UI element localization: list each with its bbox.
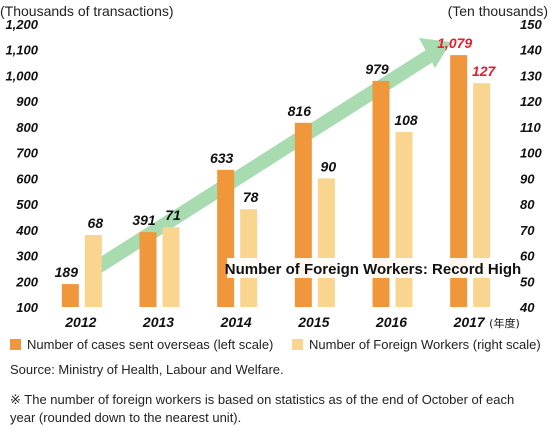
left-tick-label: 400 (15, 223, 38, 238)
data-label-workers: 78 (243, 189, 259, 205)
data-label-workers: 127 (472, 63, 497, 79)
bar-cases-sent-overseas (139, 232, 157, 307)
right-tick-label: 110 (520, 120, 541, 135)
category-label: 2014 (220, 314, 252, 330)
data-label-cases: 979 (365, 61, 389, 77)
bar-foreign-workers (473, 83, 491, 307)
legend-label-cases: Number of cases sent overseas (left scal… (27, 337, 274, 352)
right-tick-label: 40 (519, 300, 535, 315)
right-axis-unit: (Ten thousands) (448, 3, 548, 19)
left-tick-label: 200 (15, 274, 38, 289)
category-label: 2012 (64, 314, 96, 330)
legend-swatch-yellow (292, 339, 303, 350)
left-tick-label: 900 (16, 94, 38, 109)
data-label-workers: 71 (165, 207, 181, 223)
left-tick-label: 800 (16, 120, 38, 135)
left-tick-label: 100 (16, 300, 38, 315)
right-tick-label: 100 (520, 146, 542, 161)
annotation-backdrop (227, 258, 519, 278)
right-tick-label: 130 (520, 68, 542, 83)
data-label-cases: 633 (210, 150, 234, 166)
bar-cases-sent-overseas (217, 169, 235, 307)
right-tick-label: 140 (520, 43, 542, 58)
right-tick-label: 80 (520, 197, 535, 212)
record-high-annotation: Number of Foreign Workers: Record High (225, 261, 521, 278)
data-label-cases: 816 (288, 103, 312, 119)
legend-label-workers: Number of Foreign Workers (right scale) (309, 337, 541, 352)
bar-foreign-workers (317, 178, 335, 307)
bar-cases-sent-overseas (450, 55, 468, 307)
right-tick-label: 50 (520, 274, 535, 289)
left-axis-unit: (Thousands of transactions) (0, 3, 174, 19)
category-label: 2017 (453, 314, 486, 330)
left-tick-label: 500 (16, 197, 38, 212)
data-label-cases: 189 (55, 264, 79, 280)
category-unit-suffix: (年度) (489, 316, 520, 330)
left-tick-label: 700 (16, 146, 38, 161)
bar-chart: (Thousands of transactions) (Ten thousan… (0, 3, 548, 330)
right-tick-label: 90 (520, 171, 535, 186)
right-tick-label: 150 (520, 17, 542, 32)
legend-swatch-orange (10, 339, 21, 350)
left-tick-label: 1,000 (5, 68, 38, 83)
data-label-workers: 108 (394, 112, 418, 128)
legend-item-foreign-workers: Number of Foreign Workers (right scale) (292, 337, 541, 352)
bar-cases-sent-overseas (61, 284, 79, 307)
left-tick-label: 300 (16, 249, 38, 264)
right-tick-label: 120 (520, 94, 542, 109)
category-label: 2016 (375, 314, 407, 330)
legend-item-cases-sent-overseas: Number of cases sent overseas (left scal… (10, 337, 273, 352)
trend-arrow-head (419, 38, 451, 68)
source-note: Source: Ministry of Health, Labour and W… (10, 362, 284, 377)
left-tick-label: 1,200 (5, 17, 38, 32)
left-tick-label: 1,100 (5, 43, 38, 58)
right-tick-label: 70 (520, 223, 535, 238)
bar-cases-sent-overseas (294, 122, 312, 307)
left-tick-label: 600 (16, 171, 38, 186)
bar-foreign-workers (395, 132, 413, 307)
bar-foreign-workers (84, 234, 102, 307)
right-tick-label: 60 (520, 249, 535, 264)
data-label-cases: 1,079 (437, 35, 472, 51)
bar-foreign-workers (162, 227, 180, 307)
category-label: 2013 (142, 314, 174, 330)
data-label-workers: 68 (88, 215, 104, 231)
footnote: ※ The number of foreign workers is based… (10, 392, 515, 425)
bar-cases-sent-overseas (372, 80, 390, 307)
data-label-workers: 90 (321, 158, 337, 174)
category-label: 2015 (297, 314, 329, 330)
data-label-cases: 391 (132, 212, 156, 228)
